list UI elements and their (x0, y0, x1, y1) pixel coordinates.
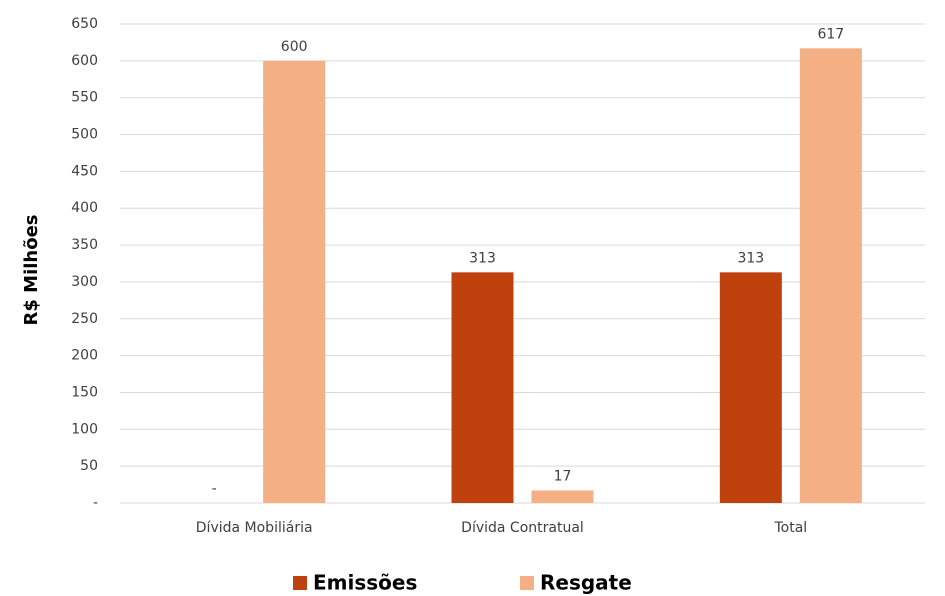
y-tick-label: 500 (71, 127, 98, 143)
y-tick-label: 50 (80, 458, 98, 474)
x-tick-label: Dívida Contratual (461, 520, 584, 536)
bar (799, 48, 862, 504)
y-tick-label: 350 (71, 237, 98, 253)
data-label: 17 (554, 468, 572, 484)
y-axis-label: R$ Milhões (21, 214, 42, 325)
y-tick-label: 550 (71, 90, 98, 106)
y-tick-label: 200 (71, 348, 98, 364)
y-tick-label: - (93, 495, 98, 511)
y-tick-label: 450 (71, 163, 98, 179)
data-label: 617 (817, 26, 844, 42)
y-tick-label: 150 (71, 384, 98, 400)
legend-swatch (293, 576, 307, 590)
y-tick-label: 300 (71, 274, 98, 290)
y-tick-label: 600 (71, 53, 98, 69)
data-label: 600 (281, 39, 308, 55)
data-label: - (212, 481, 217, 497)
bar (719, 272, 782, 503)
legend-label: Emissões (313, 571, 417, 595)
legend-label: Resgate (540, 571, 632, 595)
y-tick-label: 100 (71, 421, 98, 437)
bar (263, 60, 326, 503)
y-tick-label: 250 (71, 311, 98, 327)
data-label: 313 (737, 250, 764, 266)
legend-swatch (520, 576, 534, 590)
bar (451, 272, 514, 503)
y-tick-label: 400 (71, 200, 98, 216)
x-tick-label: Dívida Mobiliária (196, 520, 313, 536)
data-label: 313 (469, 250, 496, 266)
bar (531, 490, 594, 503)
x-tick-label: Total (773, 520, 807, 536)
y-tick-label: 650 (71, 16, 98, 32)
